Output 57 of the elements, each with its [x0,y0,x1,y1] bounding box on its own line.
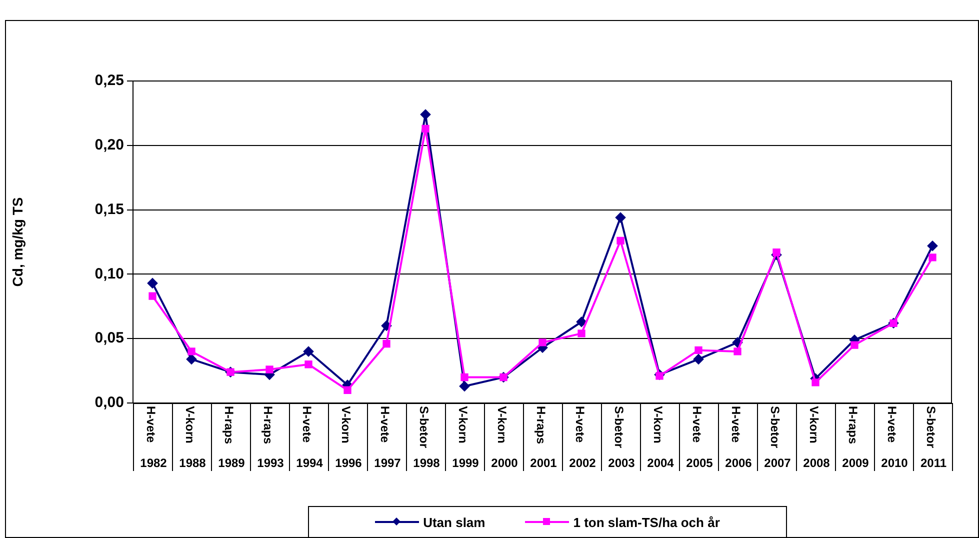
point [382,340,390,348]
x-tick-label: V-korn 2000 [491,406,518,470]
point [148,292,156,300]
point [460,373,468,382]
legend-label: 1 ton slam-TS/ha och år [573,515,720,530]
point [576,316,586,327]
x-tick-label: H-raps 1993 [257,406,284,470]
point [460,381,470,392]
point [186,354,196,364]
x-tick-label: H-raps 2001 [530,406,558,470]
point [382,320,392,331]
x-tick-label: S-betor 2007 [764,406,792,470]
x-tick-label: V-korn 1996 [335,406,362,470]
point [304,360,312,368]
x-tick-label: H-vete 2005 [686,406,714,470]
point [578,330,586,338]
x-tick-label: V-korn 1988 [179,406,206,470]
x-tick-label: S-betor 1998 [413,406,440,470]
point [266,366,274,374]
x-tick-label: H-vete 1997 [374,406,402,470]
point [772,248,780,256]
y-tick-label: 0,25 [94,72,124,90]
x-tick-label: H-vete 2006 [725,406,752,470]
point [304,346,314,356]
point [420,109,430,120]
y-axis-title: Cd, mg/kg TS [9,197,26,287]
point [734,348,742,356]
x-tick-label: H-vete 1994 [296,406,324,470]
x-tick-label: H-raps 2009 [842,406,870,470]
x-tick-label: V-korn 1999 [452,406,480,470]
point [616,212,626,223]
x-tick-label: H-vete 1982 [140,406,168,470]
y-tick-label: 0,05 [94,330,124,347]
x-tick-label: V-korn 2004 [647,406,674,470]
y-tick-label: 0,00 [94,394,124,412]
x-tick-label: S-betor 2011 [920,406,947,470]
point [928,240,938,251]
point [694,354,704,364]
point [850,341,858,349]
x-tick-label: H-raps 1989 [218,406,246,470]
x-tick-label: H-vete 2002 [569,406,596,470]
x-tick-label: S-betor 2003 [608,406,636,470]
legend-label: Utan slam [423,515,486,530]
point [344,386,352,394]
point [148,278,158,288]
point [812,378,820,386]
point [616,236,624,245]
point [694,346,702,354]
point [538,338,546,346]
x-tick-label: V-korn 2008 [803,406,830,470]
x-tick-label: H-vete 2010 [881,406,908,470]
y-tick-label: 0,15 [94,200,124,218]
point [928,254,936,262]
point [422,124,430,132]
y-tick-label: 0,20 [94,136,124,154]
point [188,348,196,356]
y-tick-label: 0,10 [94,265,124,282]
